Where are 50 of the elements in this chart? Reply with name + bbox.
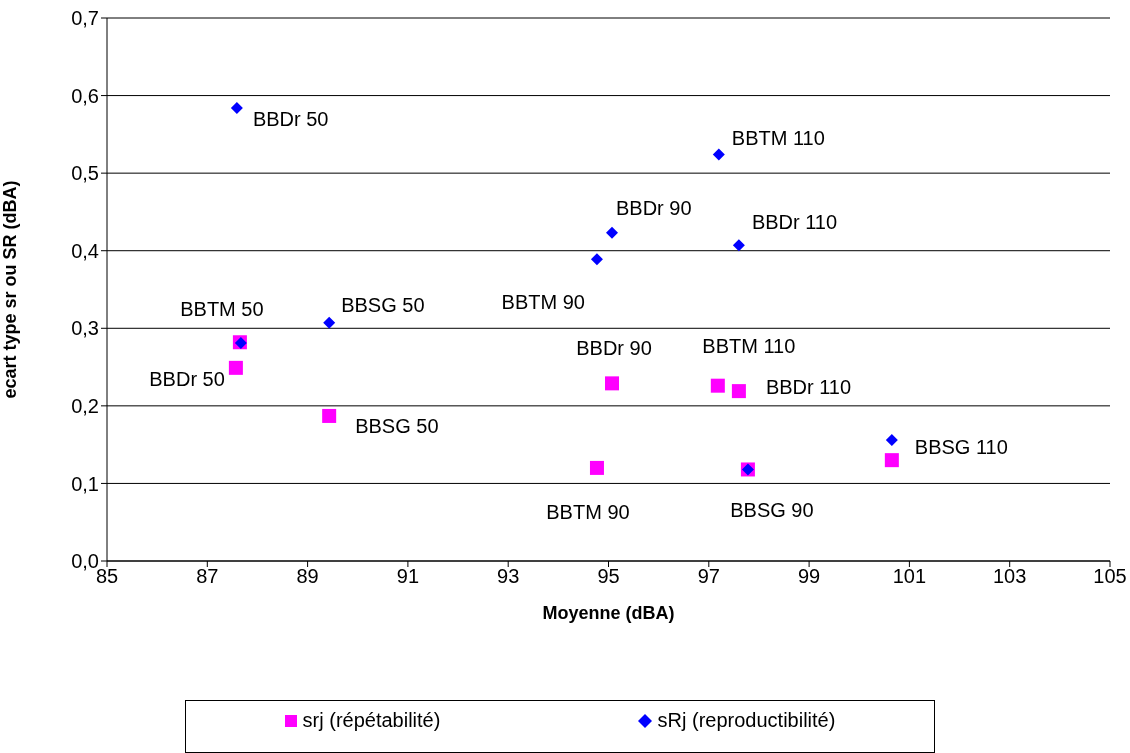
annotation: BBDr 110 — [765, 376, 852, 399]
y-tick-label: 0,2 — [71, 394, 99, 417]
point — [228, 360, 243, 375]
annotation: BBTM 50 — [180, 298, 264, 321]
annotation: BBTM 110 — [702, 334, 796, 357]
point — [712, 148, 725, 161]
point — [322, 408, 337, 423]
y-tick-label: 0,7 — [71, 7, 99, 30]
point — [884, 453, 899, 468]
x-tick-label: 93 — [497, 565, 520, 588]
annotation: BBDr 50 — [149, 367, 225, 390]
point — [710, 378, 725, 393]
x-tick-label: 87 — [196, 565, 219, 588]
annotation: BBDr 90 — [616, 196, 692, 219]
legend-label: sRj (reproductibilité) — [657, 709, 836, 732]
annotation: BBSG 50 — [355, 414, 439, 437]
point — [885, 433, 898, 446]
annotation: BBDr 90 — [576, 337, 652, 360]
annotation: BBTM 90 — [501, 291, 585, 314]
annotation: BBTM 110 — [731, 126, 825, 149]
x-axis-title: Moyenne (dBA) — [542, 603, 675, 623]
point — [731, 384, 746, 399]
x-tick-label: 95 — [597, 565, 620, 588]
annotation: BBSG 90 — [730, 499, 814, 522]
annotation: BBSG 50 — [341, 293, 425, 316]
point — [323, 316, 336, 329]
annotation: BBDr 110 — [751, 211, 838, 234]
x-tick-label: 97 — [697, 565, 720, 588]
y-tick-label: 0,5 — [71, 162, 99, 185]
x-tick-label: 91 — [396, 565, 420, 588]
x-tick-label: 105 — [1093, 565, 1127, 588]
annotation: BBTM 90 — [546, 500, 630, 523]
annotation: BBDr 50 — [252, 107, 329, 130]
x-tick-label: 103 — [993, 565, 1027, 588]
point — [606, 226, 619, 239]
x-tick-label: 89 — [296, 565, 319, 588]
y-tick-label: 0,1 — [71, 472, 99, 495]
y-tick-label: 0,3 — [71, 317, 99, 340]
annotation: BBSG 110 — [914, 435, 1008, 458]
y-tick-label: 0,6 — [71, 84, 99, 107]
y-tick-label: 0,4 — [71, 239, 99, 262]
legend-label: srj (répétabilité) — [302, 709, 441, 732]
point — [590, 253, 603, 266]
point — [732, 239, 745, 252]
point — [230, 101, 243, 114]
x-tick-label: 101 — [892, 565, 927, 588]
x-tick-label: 99 — [797, 565, 821, 588]
y-axis-title: ecart type sr ou SR (dBA) — [0, 180, 21, 399]
point — [589, 460, 604, 475]
point — [605, 376, 620, 391]
